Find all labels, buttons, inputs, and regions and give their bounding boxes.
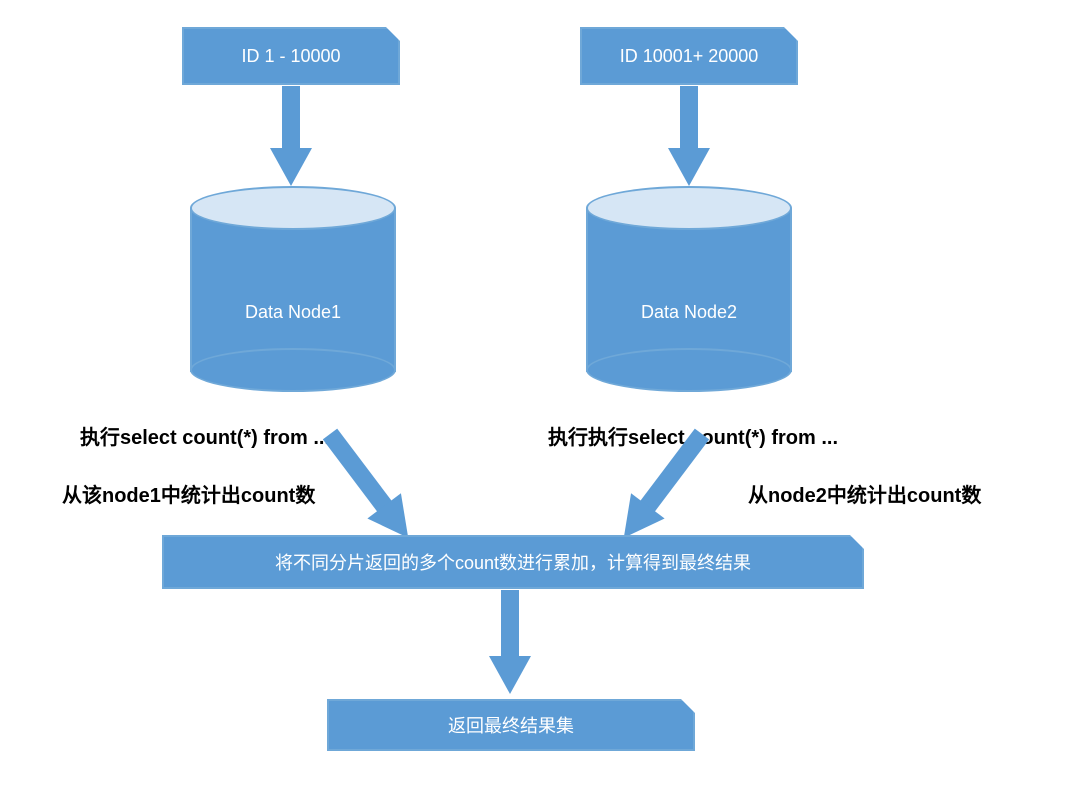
data-node-1-cylinder: Data Node1 <box>190 186 396 372</box>
stat-label-1: 从该node1中统计出count数 <box>62 479 315 508</box>
cylinder-top <box>586 186 792 230</box>
id-range-2-text: ID 10001+ 20000 <box>620 46 759 67</box>
aggregate-box: 将不同分片返回的多个count数进行累加，计算得到最终结果 <box>162 535 864 589</box>
arrow-id2-to-cyl2 <box>660 86 718 190</box>
id-range-box-1: ID 1 - 10000 <box>182 27 400 85</box>
fold-corner-icon <box>850 535 864 549</box>
arrow-id1-to-cyl1 <box>262 86 320 190</box>
fold-corner-icon <box>784 27 798 41</box>
cylinder-bottom <box>586 348 792 392</box>
id-range-box-2: ID 10001+ 20000 <box>580 27 798 85</box>
data-node-2-label: Data Node2 <box>586 302 792 323</box>
cylinder-bottom <box>190 348 396 392</box>
id-range-1-text: ID 1 - 10000 <box>241 46 340 67</box>
data-node-2-cylinder: Data Node2 <box>586 186 792 372</box>
diagram-canvas: ID 1 - 10000 ID 10001+ 20000 Data Node1 … <box>0 0 1080 796</box>
fold-corner-icon <box>386 27 400 41</box>
stat-label-2: 从node2中统计出count数 <box>748 479 981 508</box>
arrow-agg-to-result <box>481 590 539 698</box>
result-box: 返回最终结果集 <box>327 699 695 751</box>
exec-label-1: 执行select count(*) from ... <box>80 421 330 450</box>
fold-corner-icon <box>681 699 695 713</box>
arrow-node1-to-agg <box>320 430 480 540</box>
cylinder-top <box>190 186 396 230</box>
aggregate-text: 将不同分片返回的多个count数进行累加，计算得到最终结果 <box>275 549 751 575</box>
data-node-1-label: Data Node1 <box>190 302 396 323</box>
result-text: 返回最终结果集 <box>448 712 574 738</box>
arrow-node2-to-agg <box>552 430 712 540</box>
